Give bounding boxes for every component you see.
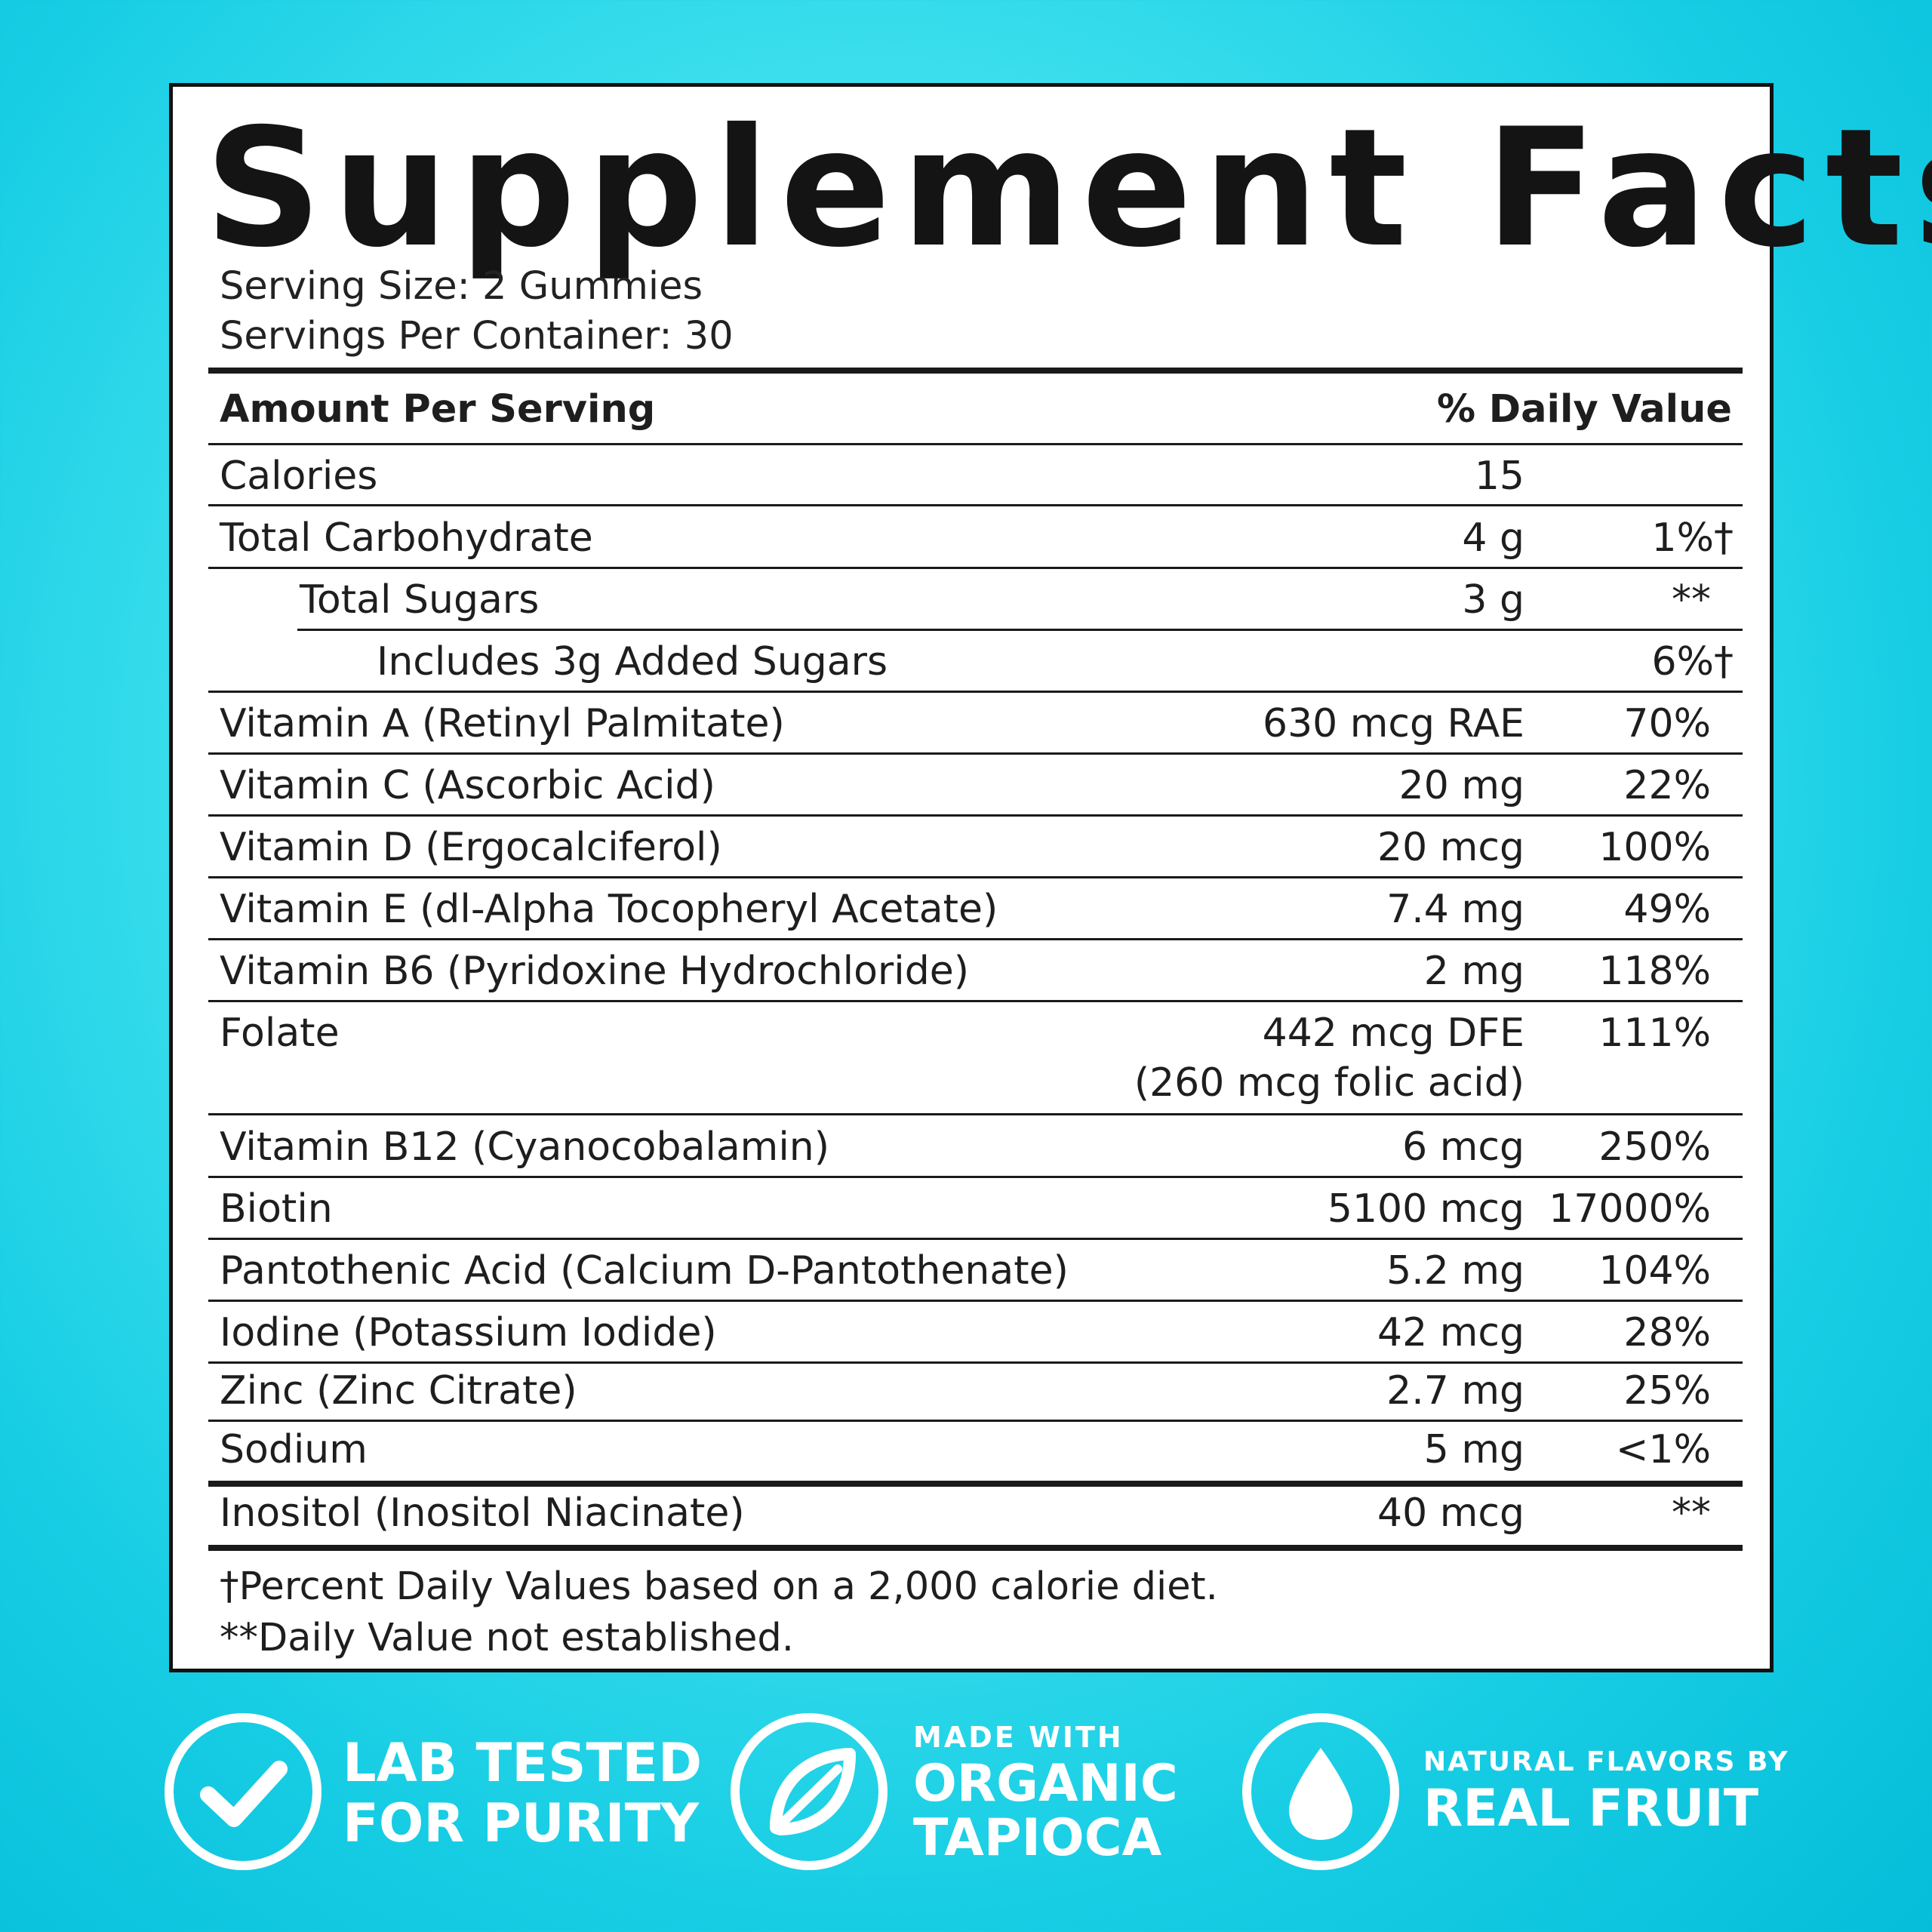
divider (208, 691, 1743, 693)
nutrient-amount: 3 g (1462, 577, 1524, 623)
nutrient-amount: 5 mg (1423, 1427, 1524, 1472)
divider (208, 1300, 1743, 1302)
nutrient-name: Vitamin C (Ascorbic Acid) (220, 763, 715, 808)
divider (208, 1000, 1743, 1002)
nutrient-amount: 5.2 mg (1386, 1248, 1524, 1294)
water-drop-icon (1242, 1713, 1399, 1870)
nutrient-name: Calories (220, 454, 378, 499)
nutrient-name: Zinc (Zinc Citrate) (220, 1368, 577, 1414)
nutrient-name: Total Sugars (300, 577, 540, 623)
nutrient-amount: 20 mg (1398, 763, 1524, 808)
amount-per-serving-header: Amount Per Serving (220, 387, 656, 432)
nutrient-amount-detail: (260 mcg folic acid) (1134, 1060, 1524, 1106)
page-title: Supplement Facts (205, 94, 1932, 283)
nutrient-daily-value: 104% (1598, 1248, 1711, 1294)
badge-line-1: REAL FRUIT (1423, 1779, 1759, 1838)
nutrient-name: Vitamin A (Retinyl Palmitate) (220, 701, 785, 746)
nutrient-name: Vitamin E (dl-Alpha Tocopheryl Acetate) (220, 887, 998, 932)
nutrient-daily-value: 25% (1623, 1368, 1711, 1414)
nutrient-amount: 7.4 mg (1386, 887, 1524, 932)
badge-lab-tested: LAB TESTED FOR PURITY (165, 1706, 702, 1879)
nutrient-name: Sodium (220, 1427, 368, 1472)
leaf-icon (731, 1713, 888, 1870)
nutrient-daily-value: 28% (1623, 1310, 1711, 1355)
nutrient-name: Vitamin B12 (Cyanocobalamin) (220, 1124, 830, 1170)
nutrient-name: Pantothenic Acid (Calcium D-Pantothenate… (220, 1248, 1069, 1294)
nutrient-name: Iodine (Potassium Iodide) (220, 1310, 717, 1355)
nutrient-amount: 4 g (1462, 515, 1524, 561)
divider-thick-top (208, 368, 1743, 374)
badge-line-1: ORGANIC (913, 1754, 1178, 1814)
daily-value-header: % Daily Value (1436, 387, 1732, 432)
divider (208, 1238, 1743, 1240)
nutrient-amount: 15 (1474, 454, 1524, 499)
badge-small-label: NATURAL FLAVORS BY (1423, 1746, 1789, 1777)
nutrient-daily-value: 49% (1623, 887, 1711, 932)
nutrient-daily-value: 111% (1598, 1011, 1711, 1056)
nutrient-amount: 40 mcg (1377, 1491, 1524, 1536)
serving-size: Serving Size: 2 Gummies (220, 264, 703, 309)
nutrient-name: Folate (220, 1011, 340, 1056)
checkmark-icon (165, 1713, 321, 1870)
nutrient-daily-value: 70% (1623, 701, 1711, 746)
nutrient-daily-value: 100% (1598, 825, 1711, 870)
nutrient-amount: 42 mcg (1377, 1310, 1524, 1355)
divider (208, 1420, 1743, 1422)
nutrient-name: Inositol (Inositol Niacinate) (220, 1491, 745, 1536)
servings-per-container: Servings Per Container: 30 (220, 314, 734, 358)
nutrient-amount: 442 mcg DFE (1262, 1011, 1524, 1056)
badge-small-label: MADE WITH (913, 1721, 1124, 1754)
divider (208, 504, 1743, 506)
nutrient-name: Vitamin B6 (Pyridoxine Hydrochloride) (220, 949, 970, 994)
nutrient-amount: 630 mcg RAE (1262, 701, 1524, 746)
nutrient-name: Vitamin D (Ergocalciferol) (220, 825, 722, 870)
divider-thick (208, 1481, 1743, 1487)
nutrient-amount: 5100 mcg (1327, 1186, 1524, 1232)
divider (208, 814, 1743, 817)
divider (208, 1176, 1743, 1178)
divider (208, 1113, 1743, 1115)
nutrient-daily-value: 6%† (1651, 639, 1734, 685)
divider (208, 443, 1743, 445)
nutrient-daily-value: ** (1672, 577, 1711, 623)
nutrient-amount: 2 mg (1423, 949, 1524, 994)
divider-thick-bottom (208, 1545, 1743, 1551)
nutrient-name: Total Carbohydrate (220, 515, 593, 561)
badge-real-fruit: NATURAL FLAVORS BY REAL FRUIT (1242, 1706, 1788, 1879)
footnote-not-established: **Daily Value not established. (220, 1616, 795, 1660)
divider (208, 1361, 1743, 1364)
badge-line-1: LAB TESTED (343, 1732, 703, 1794)
nutrient-name: Includes 3g Added Sugars (377, 639, 888, 685)
nutrient-daily-value: 17000% (1549, 1186, 1711, 1232)
nutrient-daily-value: 250% (1598, 1124, 1711, 1170)
nutrient-amount: 6 mcg (1402, 1124, 1524, 1170)
badge-line-2: TAPIOCA (913, 1808, 1162, 1868)
nutrient-amount: 2.7 mg (1386, 1368, 1524, 1414)
nutrient-daily-value: 1%† (1651, 515, 1734, 561)
divider (208, 876, 1743, 878)
badge-line-2: FOR PURITY (343, 1792, 700, 1854)
divider (297, 629, 1743, 631)
supplement-facts-panel: Supplement Facts Serving Size: 2 Gummies… (169, 83, 1932, 1672)
badge-organic-tapioca: MADE WITH ORGANIC TAPIOCA (731, 1706, 1198, 1879)
nutrient-daily-value: 22% (1623, 763, 1711, 808)
nutrient-amount: 20 mcg (1377, 825, 1524, 870)
nutrient-daily-value: ** (1672, 1491, 1711, 1536)
footnote-daily-values: †Percent Daily Values based on a 2,000 c… (220, 1564, 1218, 1609)
serving-info: Serving Size: 2 Gummies Servings Per Con… (220, 262, 734, 361)
divider (208, 567, 1743, 569)
nutrient-name: Biotin (220, 1186, 333, 1232)
divider (208, 752, 1743, 755)
nutrient-daily-value: 118% (1598, 949, 1711, 994)
nutrient-daily-value: <1% (1615, 1427, 1711, 1472)
divider (208, 938, 1743, 940)
